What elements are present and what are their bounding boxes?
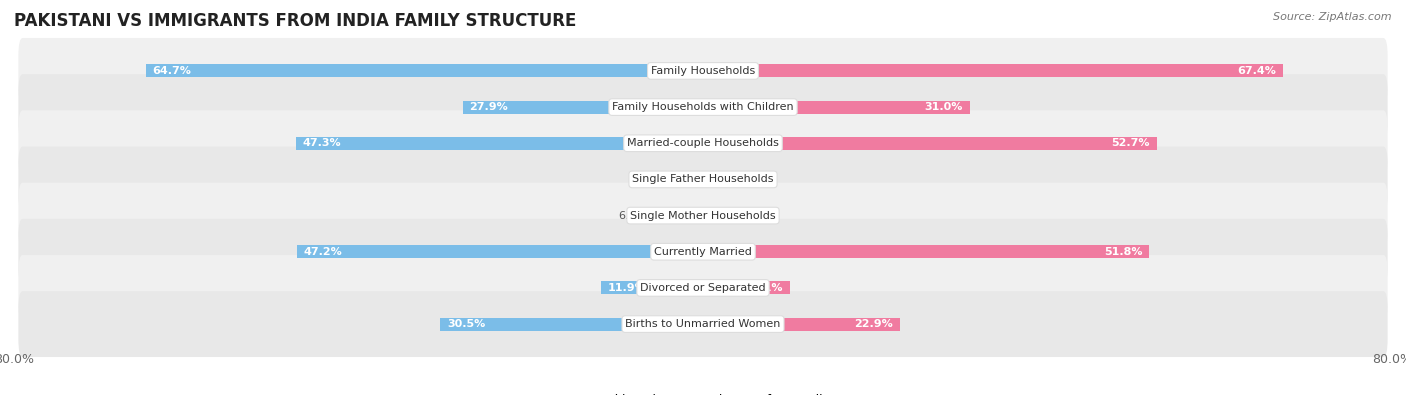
Text: 10.1%: 10.1% xyxy=(745,283,783,293)
Text: PAKISTANI VS IMMIGRANTS FROM INDIA FAMILY STRUCTURE: PAKISTANI VS IMMIGRANTS FROM INDIA FAMIL… xyxy=(14,12,576,30)
Text: 47.3%: 47.3% xyxy=(302,138,342,148)
Text: Currently Married: Currently Married xyxy=(654,247,752,257)
Text: 52.7%: 52.7% xyxy=(1112,138,1150,148)
Text: 6.1%: 6.1% xyxy=(617,211,647,220)
Bar xyxy=(463,101,703,114)
Text: 64.7%: 64.7% xyxy=(153,66,191,76)
Text: 31.0%: 31.0% xyxy=(925,102,963,112)
Legend: Pakistani, Immigrants from India: Pakistani, Immigrants from India xyxy=(575,394,831,395)
Text: 22.9%: 22.9% xyxy=(855,319,893,329)
Text: 27.9%: 27.9% xyxy=(470,102,509,112)
Text: Family Households with Children: Family Households with Children xyxy=(612,102,794,112)
Text: 5.1%: 5.1% xyxy=(751,211,779,220)
Text: Married-couple Households: Married-couple Households xyxy=(627,138,779,148)
FancyBboxPatch shape xyxy=(18,219,1388,285)
Text: Divorced or Separated: Divorced or Separated xyxy=(640,283,766,293)
Bar xyxy=(703,281,790,294)
Text: 30.5%: 30.5% xyxy=(447,319,485,329)
Bar xyxy=(703,137,1157,150)
Bar xyxy=(651,209,703,222)
FancyBboxPatch shape xyxy=(18,182,1388,248)
Text: Single Mother Households: Single Mother Households xyxy=(630,211,776,220)
Bar xyxy=(683,173,703,186)
FancyBboxPatch shape xyxy=(18,110,1388,176)
Text: Births to Unmarried Women: Births to Unmarried Women xyxy=(626,319,780,329)
Text: Source: ZipAtlas.com: Source: ZipAtlas.com xyxy=(1274,12,1392,22)
Bar xyxy=(297,245,703,258)
Bar xyxy=(703,101,970,114)
Bar xyxy=(440,318,703,331)
FancyBboxPatch shape xyxy=(18,255,1388,321)
Text: Single Father Households: Single Father Households xyxy=(633,175,773,184)
Bar xyxy=(703,209,747,222)
Text: Family Households: Family Households xyxy=(651,66,755,76)
Bar xyxy=(146,64,703,77)
Bar xyxy=(600,281,703,294)
FancyBboxPatch shape xyxy=(18,291,1388,357)
Text: 2.3%: 2.3% xyxy=(651,175,679,184)
Text: 11.9%: 11.9% xyxy=(607,283,647,293)
Text: 1.9%: 1.9% xyxy=(724,175,752,184)
Bar xyxy=(703,245,1149,258)
Text: 47.2%: 47.2% xyxy=(304,247,342,257)
Bar xyxy=(295,137,703,150)
Bar xyxy=(703,318,900,331)
FancyBboxPatch shape xyxy=(18,147,1388,213)
FancyBboxPatch shape xyxy=(18,38,1388,104)
Bar xyxy=(703,64,1284,77)
FancyBboxPatch shape xyxy=(18,74,1388,140)
Text: 67.4%: 67.4% xyxy=(1237,66,1277,76)
Bar xyxy=(703,173,720,186)
Text: 51.8%: 51.8% xyxy=(1104,247,1142,257)
